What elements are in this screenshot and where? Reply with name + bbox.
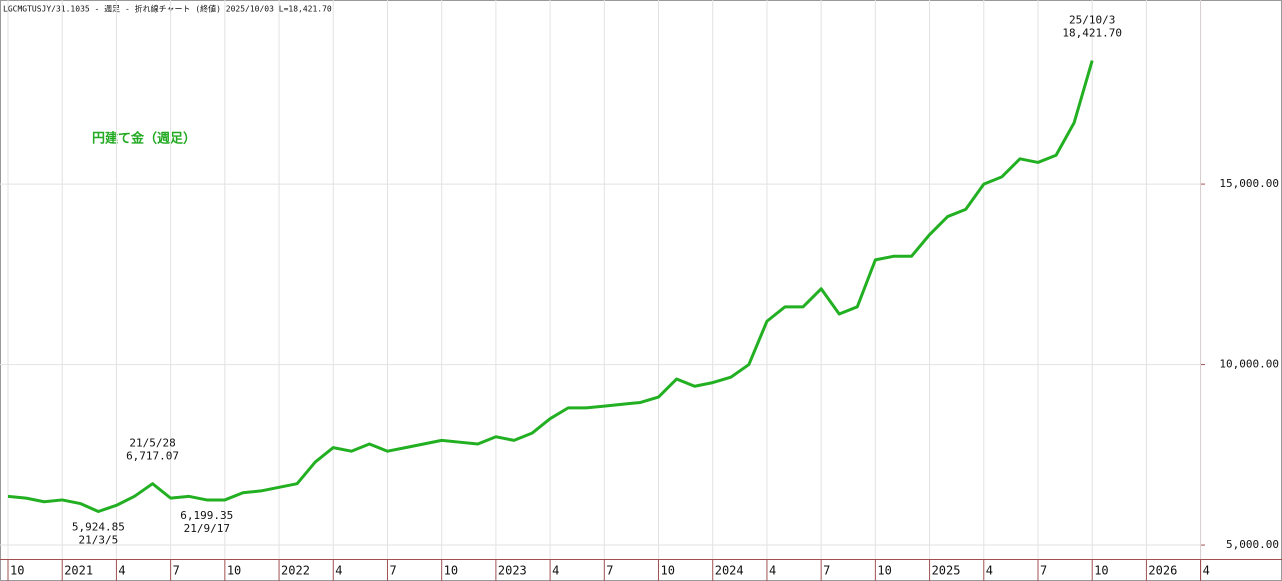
x-tick-label: 2024: [715, 564, 744, 578]
x-tick-label: 10: [227, 564, 241, 578]
x-tick-label: 2025: [932, 564, 961, 578]
x-tick-label: 10: [661, 564, 675, 578]
x-tick-label: 10: [10, 564, 24, 578]
x-tick-label: 7: [823, 564, 830, 578]
annotation: 6,199.35: [180, 509, 233, 522]
x-tick-label: 4: [118, 564, 125, 578]
x-tick-label: 7: [606, 564, 613, 578]
y-tick-label: 5,000.00: [1226, 538, 1279, 551]
x-tick-label: 4: [986, 564, 993, 578]
annotation: 21/3/5: [78, 533, 118, 546]
x-tick-label: 2022: [281, 564, 310, 578]
x-tick-label: 2021: [64, 564, 93, 578]
x-tick-label: 7: [389, 564, 396, 578]
x-tick-label: 7: [173, 564, 180, 578]
x-tick-label: 10: [444, 564, 458, 578]
annotation: 5,924.85: [72, 520, 125, 533]
price-line: [7, 60, 1094, 513]
x-tick-label: 2026: [1148, 564, 1177, 578]
y-tick-label: 10,000.00: [1219, 358, 1279, 371]
annotation: 21/5/28: [129, 437, 175, 450]
annotation: 6,717.07: [126, 450, 179, 463]
chart-label: 円建て金（週足）: [92, 131, 196, 147]
x-tick-label: 4: [552, 564, 559, 578]
x-tick-label: 4: [1203, 564, 1210, 578]
annotation: 21/9/17: [184, 522, 230, 535]
annotation: 25/10/3: [1069, 14, 1115, 27]
x-tick-label: 10: [877, 564, 891, 578]
x-tick-label: 10: [1094, 564, 1108, 578]
x-tick-label: 4: [769, 564, 776, 578]
x-tick-label: 7: [1040, 564, 1047, 578]
x-tick-label: 2023: [498, 564, 527, 578]
x-tick-label: 4: [335, 564, 342, 578]
annotation: 18,421.70: [1062, 27, 1122, 40]
chart-header: LGCMGTUSJY/31.1035 - 週足 - 折れ線チャート (終値) 2…: [3, 4, 332, 14]
y-tick-label: 15,000.00: [1219, 177, 1279, 190]
